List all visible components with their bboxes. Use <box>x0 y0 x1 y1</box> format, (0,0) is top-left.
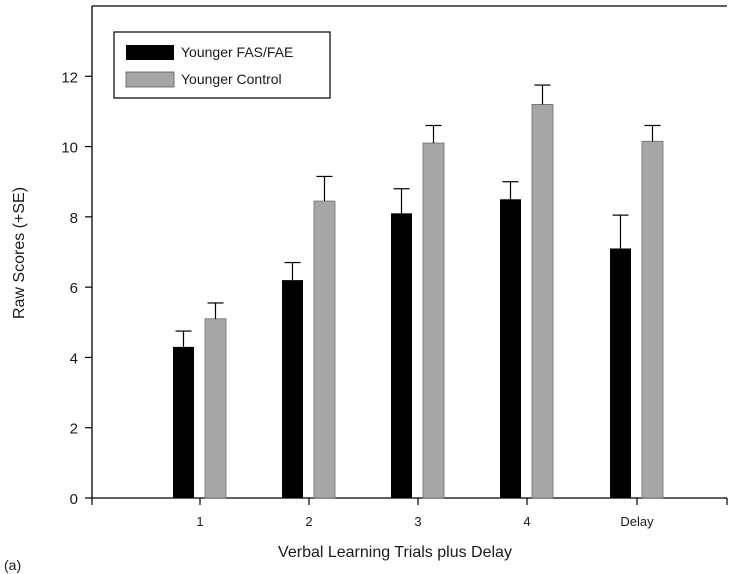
bars <box>173 85 663 498</box>
y-axis-title: Raw Scores (+SE) <box>11 187 28 319</box>
bar-series-1 <box>205 319 226 498</box>
bar-series-0 <box>500 199 521 498</box>
x-tick-label: 3 <box>414 514 421 529</box>
y-tick-label: 4 <box>70 350 78 367</box>
x-tick-label: Delay <box>620 514 654 529</box>
bar-series-0 <box>391 213 412 498</box>
legend-label-series-0: Younger FAS/FAE <box>181 44 293 60</box>
bar-series-0 <box>282 280 303 498</box>
y-tick-label: 12 <box>61 69 78 86</box>
legend-swatch-series-1 <box>126 72 174 87</box>
bar-series-1 <box>532 104 553 498</box>
x-axis-title: Verbal Learning Trials plus Delay <box>278 544 512 561</box>
x-tick-label: 1 <box>196 514 203 529</box>
y-tick-label: 2 <box>70 421 78 438</box>
bar-series-1 <box>642 141 663 498</box>
legend-swatch-series-0 <box>126 45 174 60</box>
y-tick-label: 10 <box>61 140 78 157</box>
panel-label: (a) <box>4 557 21 573</box>
x-ticks: 1 2 3 4 Delay <box>92 498 727 529</box>
bar-series-0 <box>173 347 194 498</box>
x-tick-label: 4 <box>523 514 530 529</box>
y-ticks: 0 2 4 6 8 10 12 <box>61 69 92 508</box>
y-tick-label: 6 <box>70 280 78 297</box>
bar-series-1 <box>314 201 335 498</box>
legend-box <box>114 32 330 98</box>
y-tick-label: 8 <box>70 210 78 227</box>
legend-label-series-1: Younger Control <box>181 71 282 87</box>
y-tick-label: 0 <box>70 491 78 508</box>
bar-series-0 <box>610 248 631 498</box>
legend: Younger FAS/FAE Younger Control <box>114 32 330 98</box>
bar-series-1 <box>423 143 444 498</box>
x-tick-label: 2 <box>305 514 312 529</box>
